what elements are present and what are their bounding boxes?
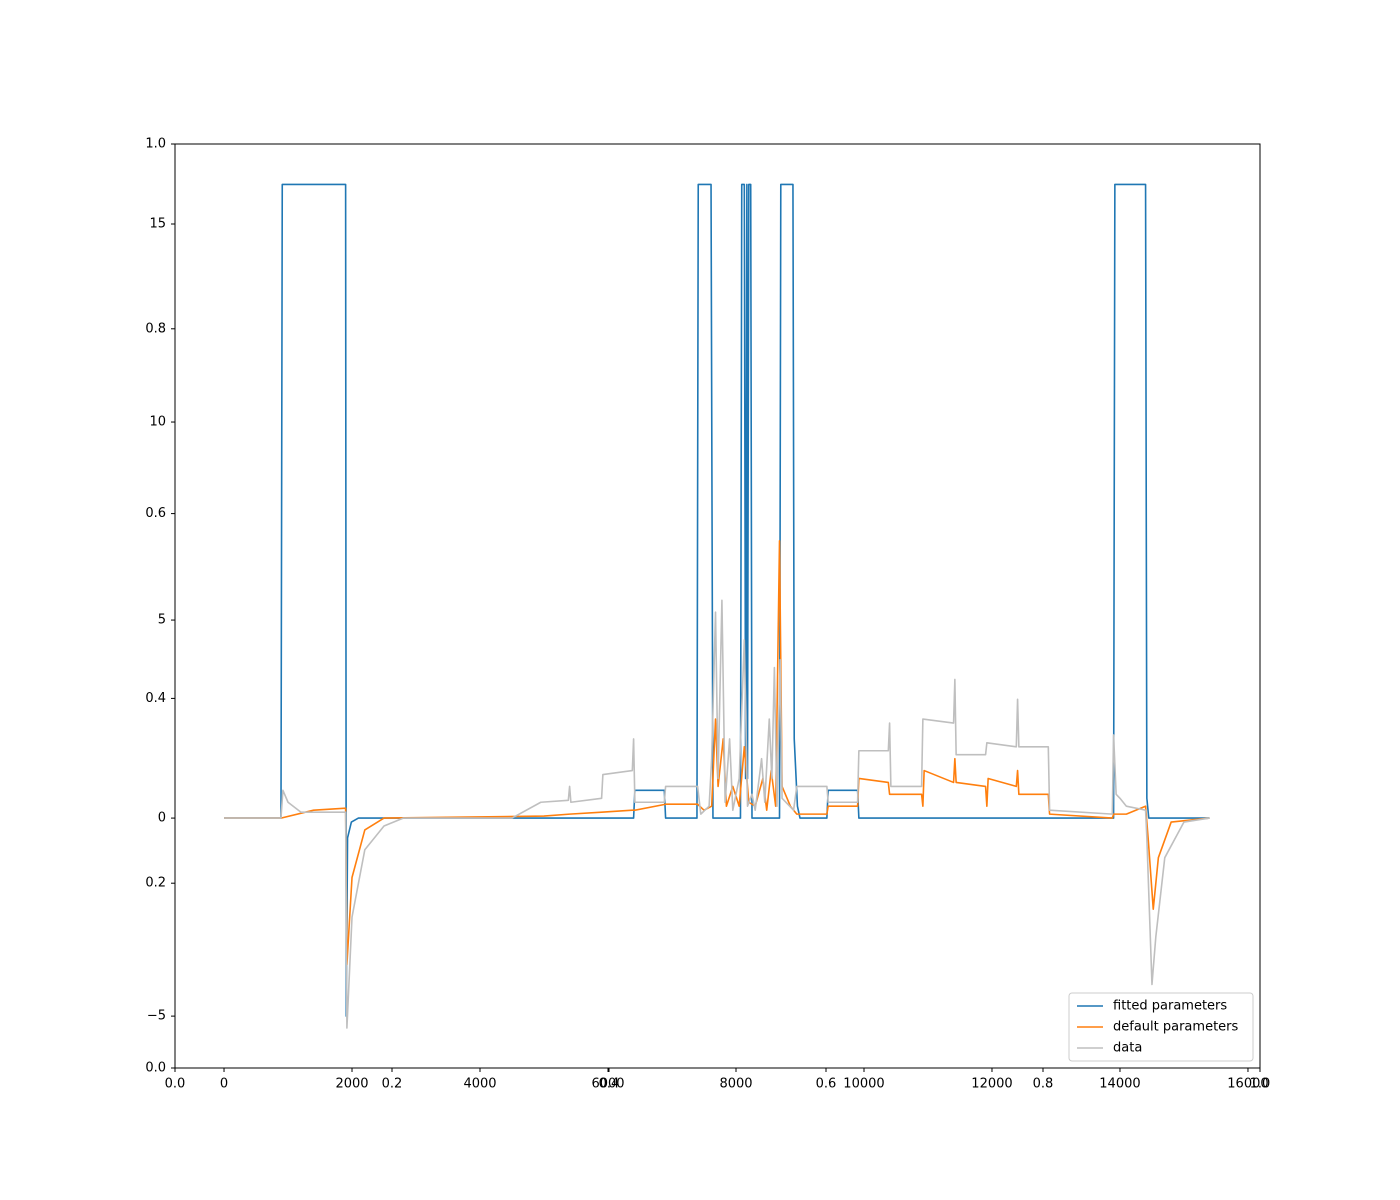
x-tick-label: 0.8 xyxy=(1033,1077,1054,1092)
y-tick-label: 0.0 xyxy=(145,1061,166,1076)
y-tick-label: 15 xyxy=(149,217,166,232)
axes-frame xyxy=(174,143,1261,1069)
legend-label: fitted parameters xyxy=(1113,999,1227,1014)
x-tick-label: 4000 xyxy=(463,1077,496,1092)
x-tick-label: 0.4 xyxy=(599,1077,620,1092)
y-tick-label: 1.0 xyxy=(145,137,166,152)
x-tick-label: 8000 xyxy=(719,1077,752,1092)
y-tick-label: 10 xyxy=(149,415,166,430)
y-tick-label: −5 xyxy=(147,1009,166,1024)
y-tick-label: 0.2 xyxy=(145,876,166,891)
legend-label: data xyxy=(1113,1041,1142,1056)
y-tick-label: 0.8 xyxy=(145,321,166,336)
x-tick-label: 1.0 xyxy=(1250,1077,1271,1092)
legend-label: default parameters xyxy=(1113,1020,1239,1035)
x-tick-label: 6000 xyxy=(591,1077,624,1092)
x-tick-label: 0.2 xyxy=(382,1077,403,1092)
x-tick-label: 10000 xyxy=(843,1077,884,1092)
x-tick-label: 0.0 xyxy=(165,1077,186,1092)
series-line xyxy=(224,599,1210,1029)
y-tick-label: 0 xyxy=(158,811,166,826)
x-tick-label: 0 xyxy=(220,1077,228,1092)
x-tick-label: 12000 xyxy=(971,1077,1012,1092)
y-tick-label: 0.6 xyxy=(145,506,166,521)
legend-box xyxy=(1068,992,1254,1062)
x-tick-label: 0.6 xyxy=(816,1077,837,1092)
x-tick-label: 16000 xyxy=(1227,1077,1268,1092)
x-tick-label: 2000 xyxy=(335,1077,368,1092)
y-tick-label: 0.4 xyxy=(145,691,166,706)
y-tick-label: 5 xyxy=(158,613,166,628)
x-tick-label: 14000 xyxy=(1099,1077,1140,1092)
